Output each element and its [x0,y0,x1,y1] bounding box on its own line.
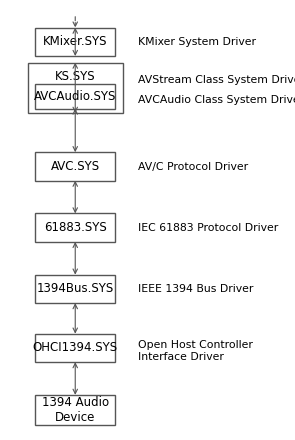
Text: AVC.SYS: AVC.SYS [51,160,100,173]
FancyBboxPatch shape [35,334,115,362]
Text: 61883.SYS: 61883.SYS [44,221,106,234]
Text: KS.SYS: KS.SYS [55,70,96,84]
Text: 1394 Audio
Device: 1394 Audio Device [42,396,109,424]
Text: KMixer System Driver: KMixer System Driver [138,37,256,47]
FancyBboxPatch shape [28,62,123,113]
FancyBboxPatch shape [35,395,115,425]
Text: Open Host Controller
Interface Driver: Open Host Controller Interface Driver [138,341,253,362]
FancyBboxPatch shape [35,28,115,56]
Text: AV/C Protocol Driver: AV/C Protocol Driver [138,161,248,172]
Text: 1394Bus.SYS: 1394Bus.SYS [37,282,114,295]
Text: AVStream Class System Driver: AVStream Class System Driver [138,75,295,85]
Text: IEC 61883 Protocol Driver: IEC 61883 Protocol Driver [138,223,278,233]
FancyBboxPatch shape [35,213,115,242]
Text: AVCAudio.SYS: AVCAudio.SYS [34,90,117,103]
FancyBboxPatch shape [35,152,115,181]
FancyBboxPatch shape [35,84,115,109]
Text: AVCAudio Class System Driver: AVCAudio Class System Driver [138,95,295,105]
Text: IEEE 1394 Bus Driver: IEEE 1394 Bus Driver [138,284,253,293]
Text: OHCI1394.SYS: OHCI1394.SYS [33,341,118,354]
Text: KMixer.SYS: KMixer.SYS [43,35,107,48]
FancyBboxPatch shape [35,275,115,303]
